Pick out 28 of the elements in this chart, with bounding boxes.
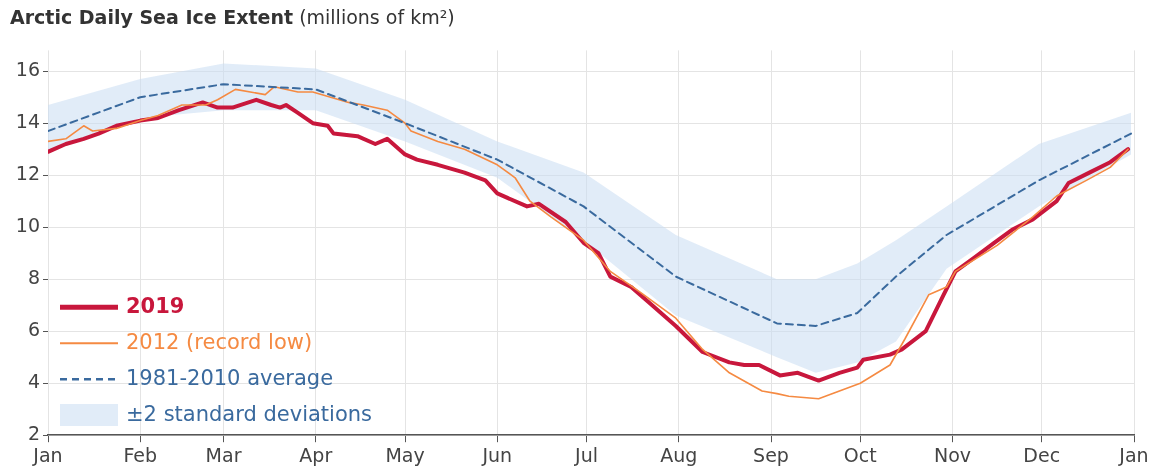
chart-title: Arctic Daily Sea Ice Extent: [10, 6, 294, 28]
x-tick-label: Nov: [933, 443, 972, 466]
x-tick-label: May: [385, 443, 425, 466]
y-tick-label: 4: [27, 370, 40, 393]
x-tick-label: Mar: [205, 443, 242, 466]
x-tick-label: Jan: [1118, 443, 1149, 466]
x-tick-label: Jun: [481, 443, 513, 466]
y-tick-label: 2: [27, 422, 40, 445]
x-tick-label: Jan: [32, 443, 63, 466]
legend-label: 2019: [126, 293, 185, 318]
legend-label: 2012 (record low): [126, 329, 313, 354]
x-tick-label: Jul: [574, 443, 599, 466]
y-tick-label: 14: [15, 110, 40, 133]
y-tick-label: 8: [27, 266, 40, 289]
y-tick-label: 10: [15, 214, 40, 237]
x-tick-label: Sep: [753, 443, 789, 466]
annotation: ±2 standard deviations: [126, 401, 373, 426]
y-tick-label: 12: [15, 162, 40, 185]
y-axis-title: (millions of km²): [299, 6, 455, 28]
x-tick-label: Dec: [1023, 443, 1061, 466]
x-tick-label: Oct: [843, 443, 877, 466]
y-tick-label: 16: [15, 58, 40, 81]
x-tick-label: Apr: [299, 443, 333, 466]
legend-label: 1981-2010 average: [126, 365, 334, 390]
line-series: [48, 83, 1133, 327]
x-tick-label: Aug: [660, 443, 698, 466]
x-tick-label: Feb: [123, 443, 158, 466]
y-tick-label: 6: [27, 318, 40, 341]
